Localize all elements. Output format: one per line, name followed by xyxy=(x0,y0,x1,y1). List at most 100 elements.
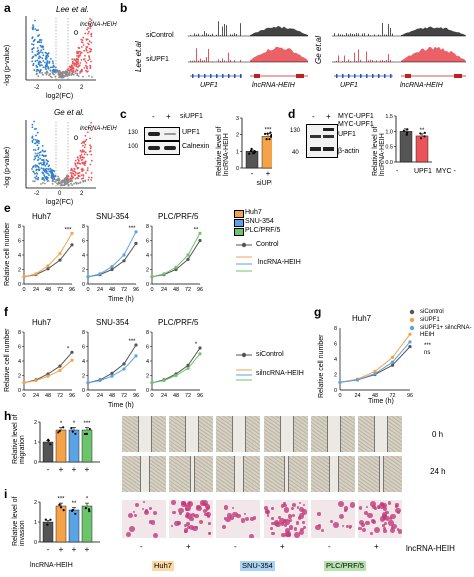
track-bar xyxy=(370,35,371,36)
volcano-point xyxy=(82,177,85,179)
volcano-point xyxy=(75,183,78,185)
volcano-point xyxy=(37,148,40,151)
volcano-point xyxy=(34,19,36,22)
bar-dot xyxy=(265,138,268,141)
track-bar xyxy=(218,21,219,36)
blot-d-mw-1: 130 xyxy=(290,128,301,134)
track-bar xyxy=(196,34,197,36)
gene-exon xyxy=(198,74,200,78)
growth-g-y-tick-label: 6 xyxy=(334,342,337,348)
growth-point xyxy=(174,373,178,378)
bar-dot xyxy=(49,518,52,521)
track-bar xyxy=(338,33,339,36)
volcano-point xyxy=(31,168,33,170)
volcano-point xyxy=(37,40,40,43)
volcano-point xyxy=(36,141,39,144)
track-bar xyxy=(196,48,197,62)
migration-image xyxy=(122,456,166,492)
track-bar xyxy=(346,33,347,36)
volcano-point xyxy=(77,46,80,49)
volcano-point xyxy=(36,131,39,134)
blot-c-header: siUPF1 xyxy=(180,113,203,120)
volcano-point xyxy=(71,70,74,73)
growth-g-point xyxy=(338,380,342,384)
volcano-point xyxy=(36,59,39,62)
panel-label-g: g xyxy=(314,305,322,319)
bar-dot xyxy=(249,150,253,153)
bar-dot xyxy=(269,131,272,134)
bar-x-label: - xyxy=(251,169,254,178)
volcano-point xyxy=(85,62,88,64)
volcano-point xyxy=(41,182,44,184)
growth-point xyxy=(134,241,138,245)
volcano-point xyxy=(32,180,35,182)
volcano-point xyxy=(90,60,92,63)
volcano-point xyxy=(44,165,47,167)
volcano-point xyxy=(79,155,81,157)
volcano-point xyxy=(82,44,85,46)
growth-line xyxy=(87,243,137,278)
growth-g-point xyxy=(408,332,412,336)
volcano-point xyxy=(89,150,92,152)
bar-dot xyxy=(266,132,269,135)
volcano-point xyxy=(53,178,56,180)
growth-y-tick-label: 2 xyxy=(146,268,149,274)
volcano-point xyxy=(31,48,33,51)
growth-y-tick-label: 0 xyxy=(82,388,85,394)
volcano-point xyxy=(37,69,40,71)
growth-point xyxy=(162,379,166,383)
growth-x-tick-label: 72 xyxy=(121,287,127,293)
volcano-point xyxy=(77,58,79,61)
growth-x-tick-label: 0 xyxy=(86,393,89,399)
volcano-point xyxy=(70,74,73,76)
volcano-point xyxy=(31,137,34,139)
growth-point xyxy=(198,238,202,243)
volcano-point xyxy=(71,175,73,178)
volcano-point xyxy=(34,155,36,158)
volcano-point xyxy=(71,60,74,63)
growth-y-tick-label: 2 xyxy=(82,374,85,380)
volcano-point xyxy=(47,52,50,54)
volcano-point xyxy=(51,183,54,185)
volcano-point xyxy=(38,140,40,143)
legend-g-label-3: siUPF1+ silncRNA-HEIH xyxy=(420,325,472,338)
bar-dot xyxy=(59,506,63,509)
growth-point xyxy=(150,275,154,279)
bar-dot xyxy=(87,508,91,511)
bar-dot xyxy=(47,438,50,441)
invasion-image xyxy=(358,500,402,538)
track-bar xyxy=(198,33,199,36)
track-bar xyxy=(358,33,359,36)
volcano-point xyxy=(33,171,35,173)
volcano-point xyxy=(56,70,58,73)
bar-dot xyxy=(58,429,61,432)
growth-g-x-tick-label: 24 xyxy=(354,393,360,399)
volcano-point xyxy=(42,168,45,170)
volcano-point xyxy=(86,167,89,169)
volcano-point xyxy=(82,75,84,78)
bar-sig: *** xyxy=(83,421,91,427)
legend-e-markers xyxy=(236,242,252,272)
volcano-point xyxy=(76,166,79,169)
growth-x-tick-label: 24 xyxy=(161,393,167,399)
bar-dot xyxy=(71,430,74,433)
track-left-study: Lee et.al xyxy=(134,41,143,72)
growth-y-tick-label: 0 xyxy=(18,388,21,394)
growth-e-ylabel: Relative cell number xyxy=(4,222,11,286)
blot-d-band-1: MYC-UPF1 xyxy=(338,121,374,128)
volcano-point xyxy=(87,32,89,35)
invasion-sign-1: - xyxy=(140,542,143,551)
volcano-point xyxy=(83,150,86,153)
growth-point xyxy=(34,272,38,276)
volcano-point xyxy=(37,146,40,149)
gene-exon xyxy=(405,74,411,78)
bar-i-x-label: - xyxy=(47,545,50,554)
bar-c-xname: siUPF1 xyxy=(257,180,272,187)
volcano-point xyxy=(31,135,34,138)
volcano-point xyxy=(71,177,74,180)
growth-point xyxy=(186,363,190,367)
invasion-images xyxy=(122,500,402,538)
volcano-point xyxy=(44,177,47,179)
growth-point xyxy=(110,265,114,269)
growth-g-point xyxy=(390,355,395,359)
